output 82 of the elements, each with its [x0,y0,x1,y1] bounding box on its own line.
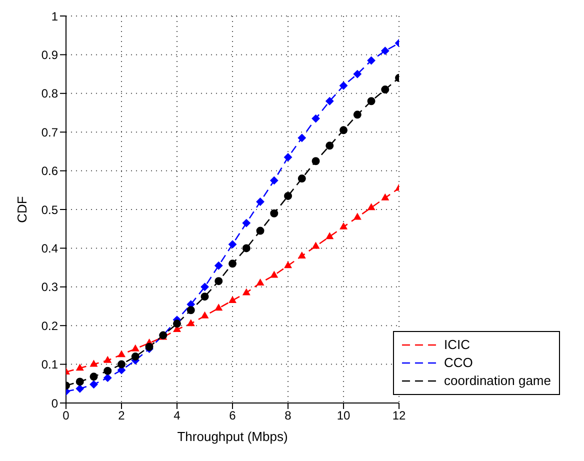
point [367,203,376,210]
y-tick-label: 0.5 [41,202,58,217]
point [214,304,223,311]
legend-label: CCO [444,354,473,372]
point [326,232,334,240]
point [326,142,334,150]
y-tick-label: 0 [51,396,58,410]
point [367,56,376,65]
y-tick-label: 0.8 [41,86,58,101]
point [186,306,195,314]
point [256,198,264,206]
point [131,352,140,361]
point [118,350,126,358]
point [228,240,237,248]
point [340,82,348,90]
x-tick-label: 6 [229,408,236,423]
point [353,212,362,220]
point [340,222,348,230]
point [270,209,278,218]
point [381,86,390,94]
point [270,176,278,184]
point [367,97,376,106]
point [340,126,348,134]
point [242,244,250,252]
point [326,97,334,106]
point [118,360,126,368]
point [76,364,84,371]
y-tick-label: 0.9 [41,48,58,62]
x-tick-label: 4 [174,408,181,423]
point [312,242,320,249]
legend-label: coordination game [444,372,551,390]
point [76,378,84,386]
x-axis-title: Throughput (Mbps) [177,429,288,444]
x-tick-label: 10 [336,408,351,423]
point [214,262,223,270]
point [284,192,292,200]
point [298,134,306,142]
y-tick-label: 0.2 [41,318,58,333]
point [284,153,292,162]
point [200,311,209,318]
legend-label: ICIC [444,336,470,354]
point [104,356,112,363]
point [76,384,84,393]
point [353,110,362,119]
point [173,320,182,328]
point [242,219,250,228]
point [131,344,140,352]
point [228,260,237,268]
x-tick-label: 12 [392,408,406,423]
point [214,277,223,286]
point [90,360,98,367]
x-tick-label: 0 [62,408,70,423]
x-tick-label: 8 [284,408,292,423]
x-tick-label: 2 [118,408,126,423]
point [186,319,195,326]
point [200,282,209,291]
point [90,380,98,388]
point [353,70,362,78]
y-tick-label: 0.4 [41,241,58,256]
point [256,226,264,235]
point [200,292,209,301]
point [145,342,154,351]
y-axis-title: CDF [14,196,30,223]
point [270,270,278,278]
point [312,157,320,166]
point [242,288,250,296]
y-tick-label: 1 [51,9,58,24]
point [298,251,306,258]
point [298,174,306,183]
point [104,374,112,382]
y-tick-label: 0.3 [41,280,58,294]
point [284,261,292,268]
point [228,296,237,303]
point [90,372,98,381]
point [381,46,390,55]
point [381,193,390,200]
point [312,114,320,123]
y-tick-label: 0.7 [41,125,58,140]
y-tick-label: 0.1 [41,358,58,372]
point [256,278,264,286]
y-tick-label: 0.6 [41,164,58,178]
point [104,366,112,375]
